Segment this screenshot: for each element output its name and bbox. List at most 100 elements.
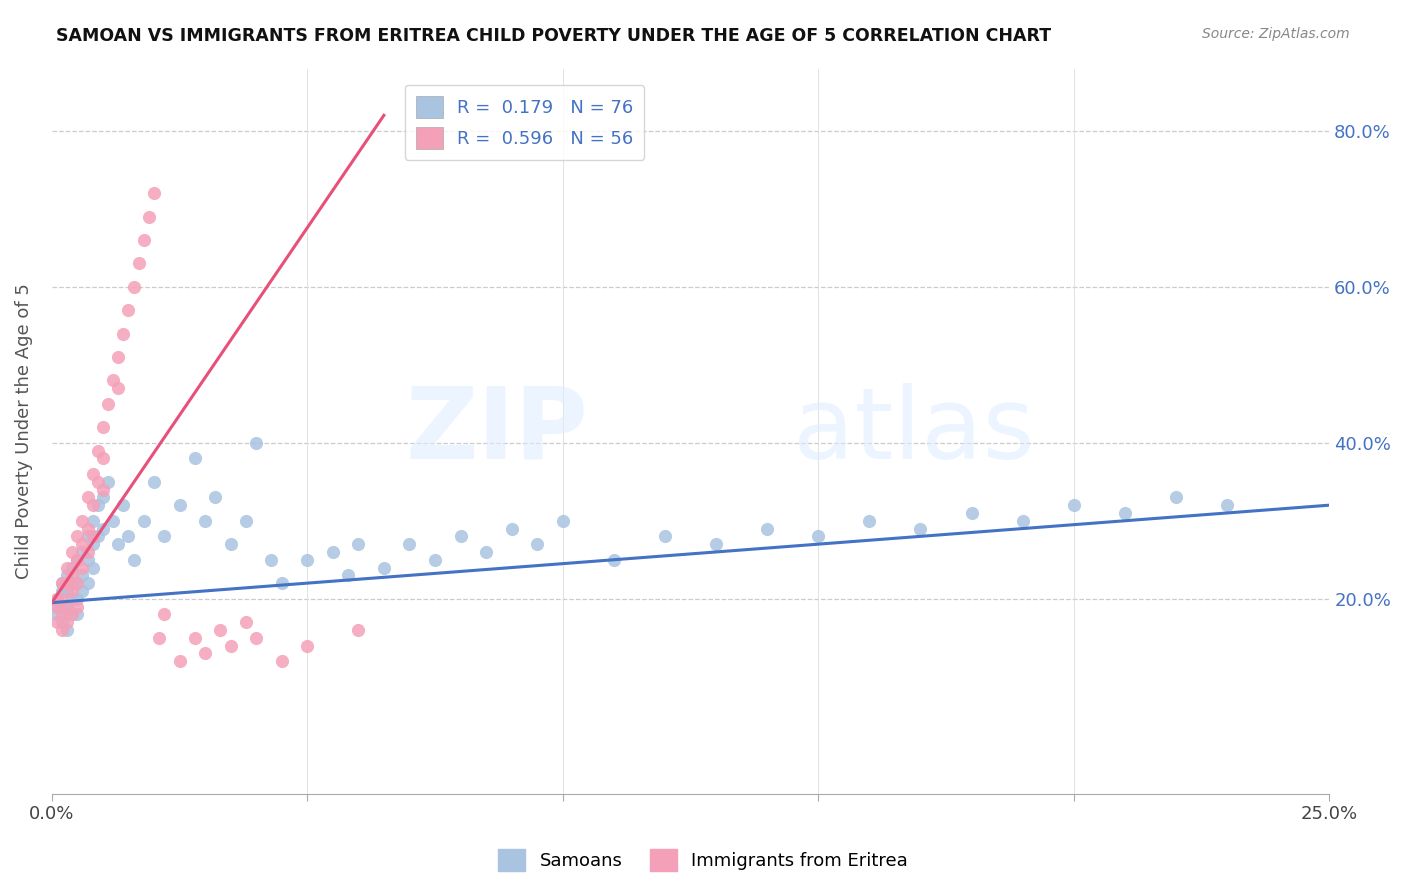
Point: [347, 537, 370, 551]
Point: [66, 576, 89, 591]
Point: [97, 397, 120, 411]
Point: [245, 631, 267, 645]
Point: [72, 560, 94, 574]
Point: [76, 553, 98, 567]
Point: [112, 498, 135, 512]
Point: [245, 435, 267, 450]
Point: [60, 576, 83, 591]
Point: [1011, 514, 1033, 528]
Point: [551, 514, 574, 528]
Point: [66, 529, 89, 543]
Point: [87, 443, 110, 458]
Point: [91, 522, 114, 536]
Point: [51, 607, 73, 622]
Point: [56, 623, 79, 637]
Point: [56, 576, 79, 591]
Point: [66, 591, 89, 606]
Point: [45, 591, 67, 606]
Legend: R =  0.179   N = 76, R =  0.596   N = 56: R = 0.179 N = 76, R = 0.596 N = 56: [405, 85, 644, 160]
Point: [138, 210, 160, 224]
Point: [60, 568, 83, 582]
Point: [373, 560, 395, 574]
Point: [347, 623, 370, 637]
Point: [101, 514, 124, 528]
Point: [235, 514, 257, 528]
Point: [66, 553, 89, 567]
Point: [60, 583, 83, 598]
Point: [76, 522, 98, 536]
Point: [82, 467, 104, 481]
Point: [51, 615, 73, 629]
Y-axis label: Child Poverty Under the Age of 5: Child Poverty Under the Age of 5: [15, 283, 32, 579]
Point: [51, 623, 73, 637]
Point: [56, 568, 79, 582]
Point: [107, 537, 129, 551]
Point: [91, 420, 114, 434]
Point: [117, 303, 139, 318]
Point: [72, 514, 94, 528]
Point: [1063, 498, 1085, 512]
Point: [807, 529, 830, 543]
Point: [501, 522, 523, 536]
Point: [128, 256, 150, 270]
Point: [112, 326, 135, 341]
Point: [66, 607, 89, 622]
Point: [56, 599, 79, 614]
Point: [756, 522, 779, 536]
Point: [72, 583, 94, 598]
Text: ZIP: ZIP: [405, 383, 588, 480]
Point: [56, 607, 79, 622]
Text: SAMOAN VS IMMIGRANTS FROM ERITREA CHILD POVERTY UNDER THE AGE OF 5 CORRELATION C: SAMOAN VS IMMIGRANTS FROM ERITREA CHILD …: [56, 27, 1052, 45]
Point: [132, 514, 155, 528]
Point: [66, 576, 89, 591]
Point: [45, 615, 67, 629]
Point: [87, 498, 110, 512]
Point: [45, 599, 67, 614]
Point: [423, 553, 446, 567]
Point: [184, 451, 207, 466]
Point: [270, 654, 292, 668]
Point: [91, 483, 114, 497]
Point: [60, 560, 83, 574]
Point: [148, 631, 170, 645]
Point: [60, 607, 83, 622]
Point: [60, 591, 83, 606]
Point: [1114, 506, 1136, 520]
Point: [51, 576, 73, 591]
Text: Source: ZipAtlas.com: Source: ZipAtlas.com: [1202, 27, 1350, 41]
Point: [235, 615, 257, 629]
Point: [51, 591, 73, 606]
Point: [60, 545, 83, 559]
Point: [910, 522, 932, 536]
Point: [654, 529, 676, 543]
Point: [91, 491, 114, 505]
Point: [56, 599, 79, 614]
Point: [76, 545, 98, 559]
Point: [398, 537, 420, 551]
Point: [82, 514, 104, 528]
Point: [1164, 491, 1187, 505]
Point: [153, 607, 176, 622]
Point: [858, 514, 880, 528]
Point: [56, 615, 79, 629]
Point: [260, 553, 283, 567]
Point: [1216, 498, 1239, 512]
Point: [142, 475, 165, 489]
Point: [960, 506, 983, 520]
Point: [72, 545, 94, 559]
Point: [450, 529, 472, 543]
Point: [101, 373, 124, 387]
Point: [51, 576, 73, 591]
Point: [56, 583, 79, 598]
Point: [91, 451, 114, 466]
Point: [87, 475, 110, 489]
Point: [82, 537, 104, 551]
Point: [153, 529, 176, 543]
Point: [45, 599, 67, 614]
Point: [297, 553, 319, 567]
Point: [204, 491, 226, 505]
Point: [603, 553, 626, 567]
Point: [51, 583, 73, 598]
Point: [122, 553, 145, 567]
Point: [82, 560, 104, 574]
